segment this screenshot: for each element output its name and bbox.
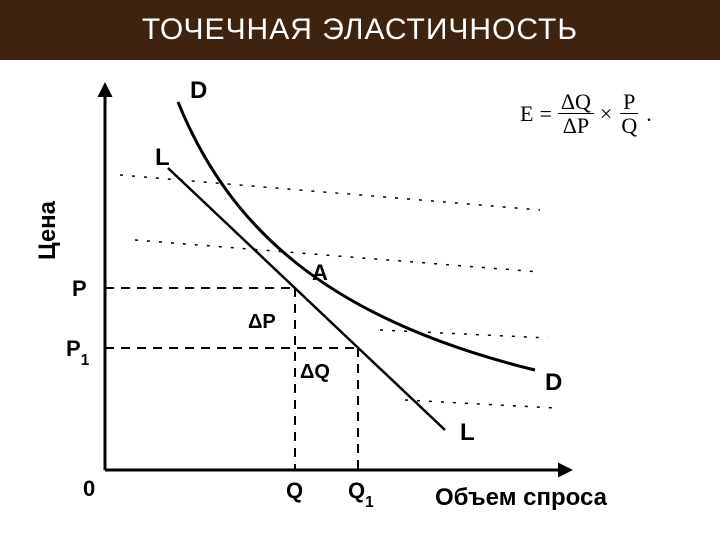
svg-text:Q: Q [286,478,303,503]
formula-E: E [520,101,533,127]
svg-text:A: A [312,260,328,285]
svg-text:Q1: Q1 [348,478,374,511]
svg-text:L: L [155,144,170,171]
svg-text:P1: P1 [66,336,90,369]
svg-text:ΔQ: ΔQ [300,361,330,383]
slide-title: ТОЧЕЧНАЯ ЭЛАСТИЧНОСТЬ [142,13,578,47]
demand-curve [178,102,535,370]
formula-times: × [600,101,612,127]
slide-header: ТОЧЕЧНАЯ ЭЛАСТИЧНОСТЬ [0,0,720,60]
svg-text:L: L [460,419,475,446]
svg-text:Объем спроса: Объем спроса [435,484,608,511]
elasticity-formula: E = ΔQ ΔP × P Q . [520,90,652,137]
svg-text:D: D [190,77,207,104]
slide-content: Цена Объем спроса 0 D D L L A P P1 Q Q1 ΔP ΔQ E = ΔQ… [0,60,720,540]
svg-text:D: D [545,369,562,396]
formula-eq: = [539,101,551,127]
formula-frac2: P Q [618,90,640,137]
tangent-line [168,168,445,430]
svg-text:P: P [72,276,87,301]
formula-frac1: ΔQ ΔP [558,90,594,137]
svg-text:0: 0 [83,476,95,501]
formula-period: . [646,101,652,127]
svg-text:Цена: Цена [34,200,61,260]
svg-text:ΔP: ΔP [248,311,276,333]
